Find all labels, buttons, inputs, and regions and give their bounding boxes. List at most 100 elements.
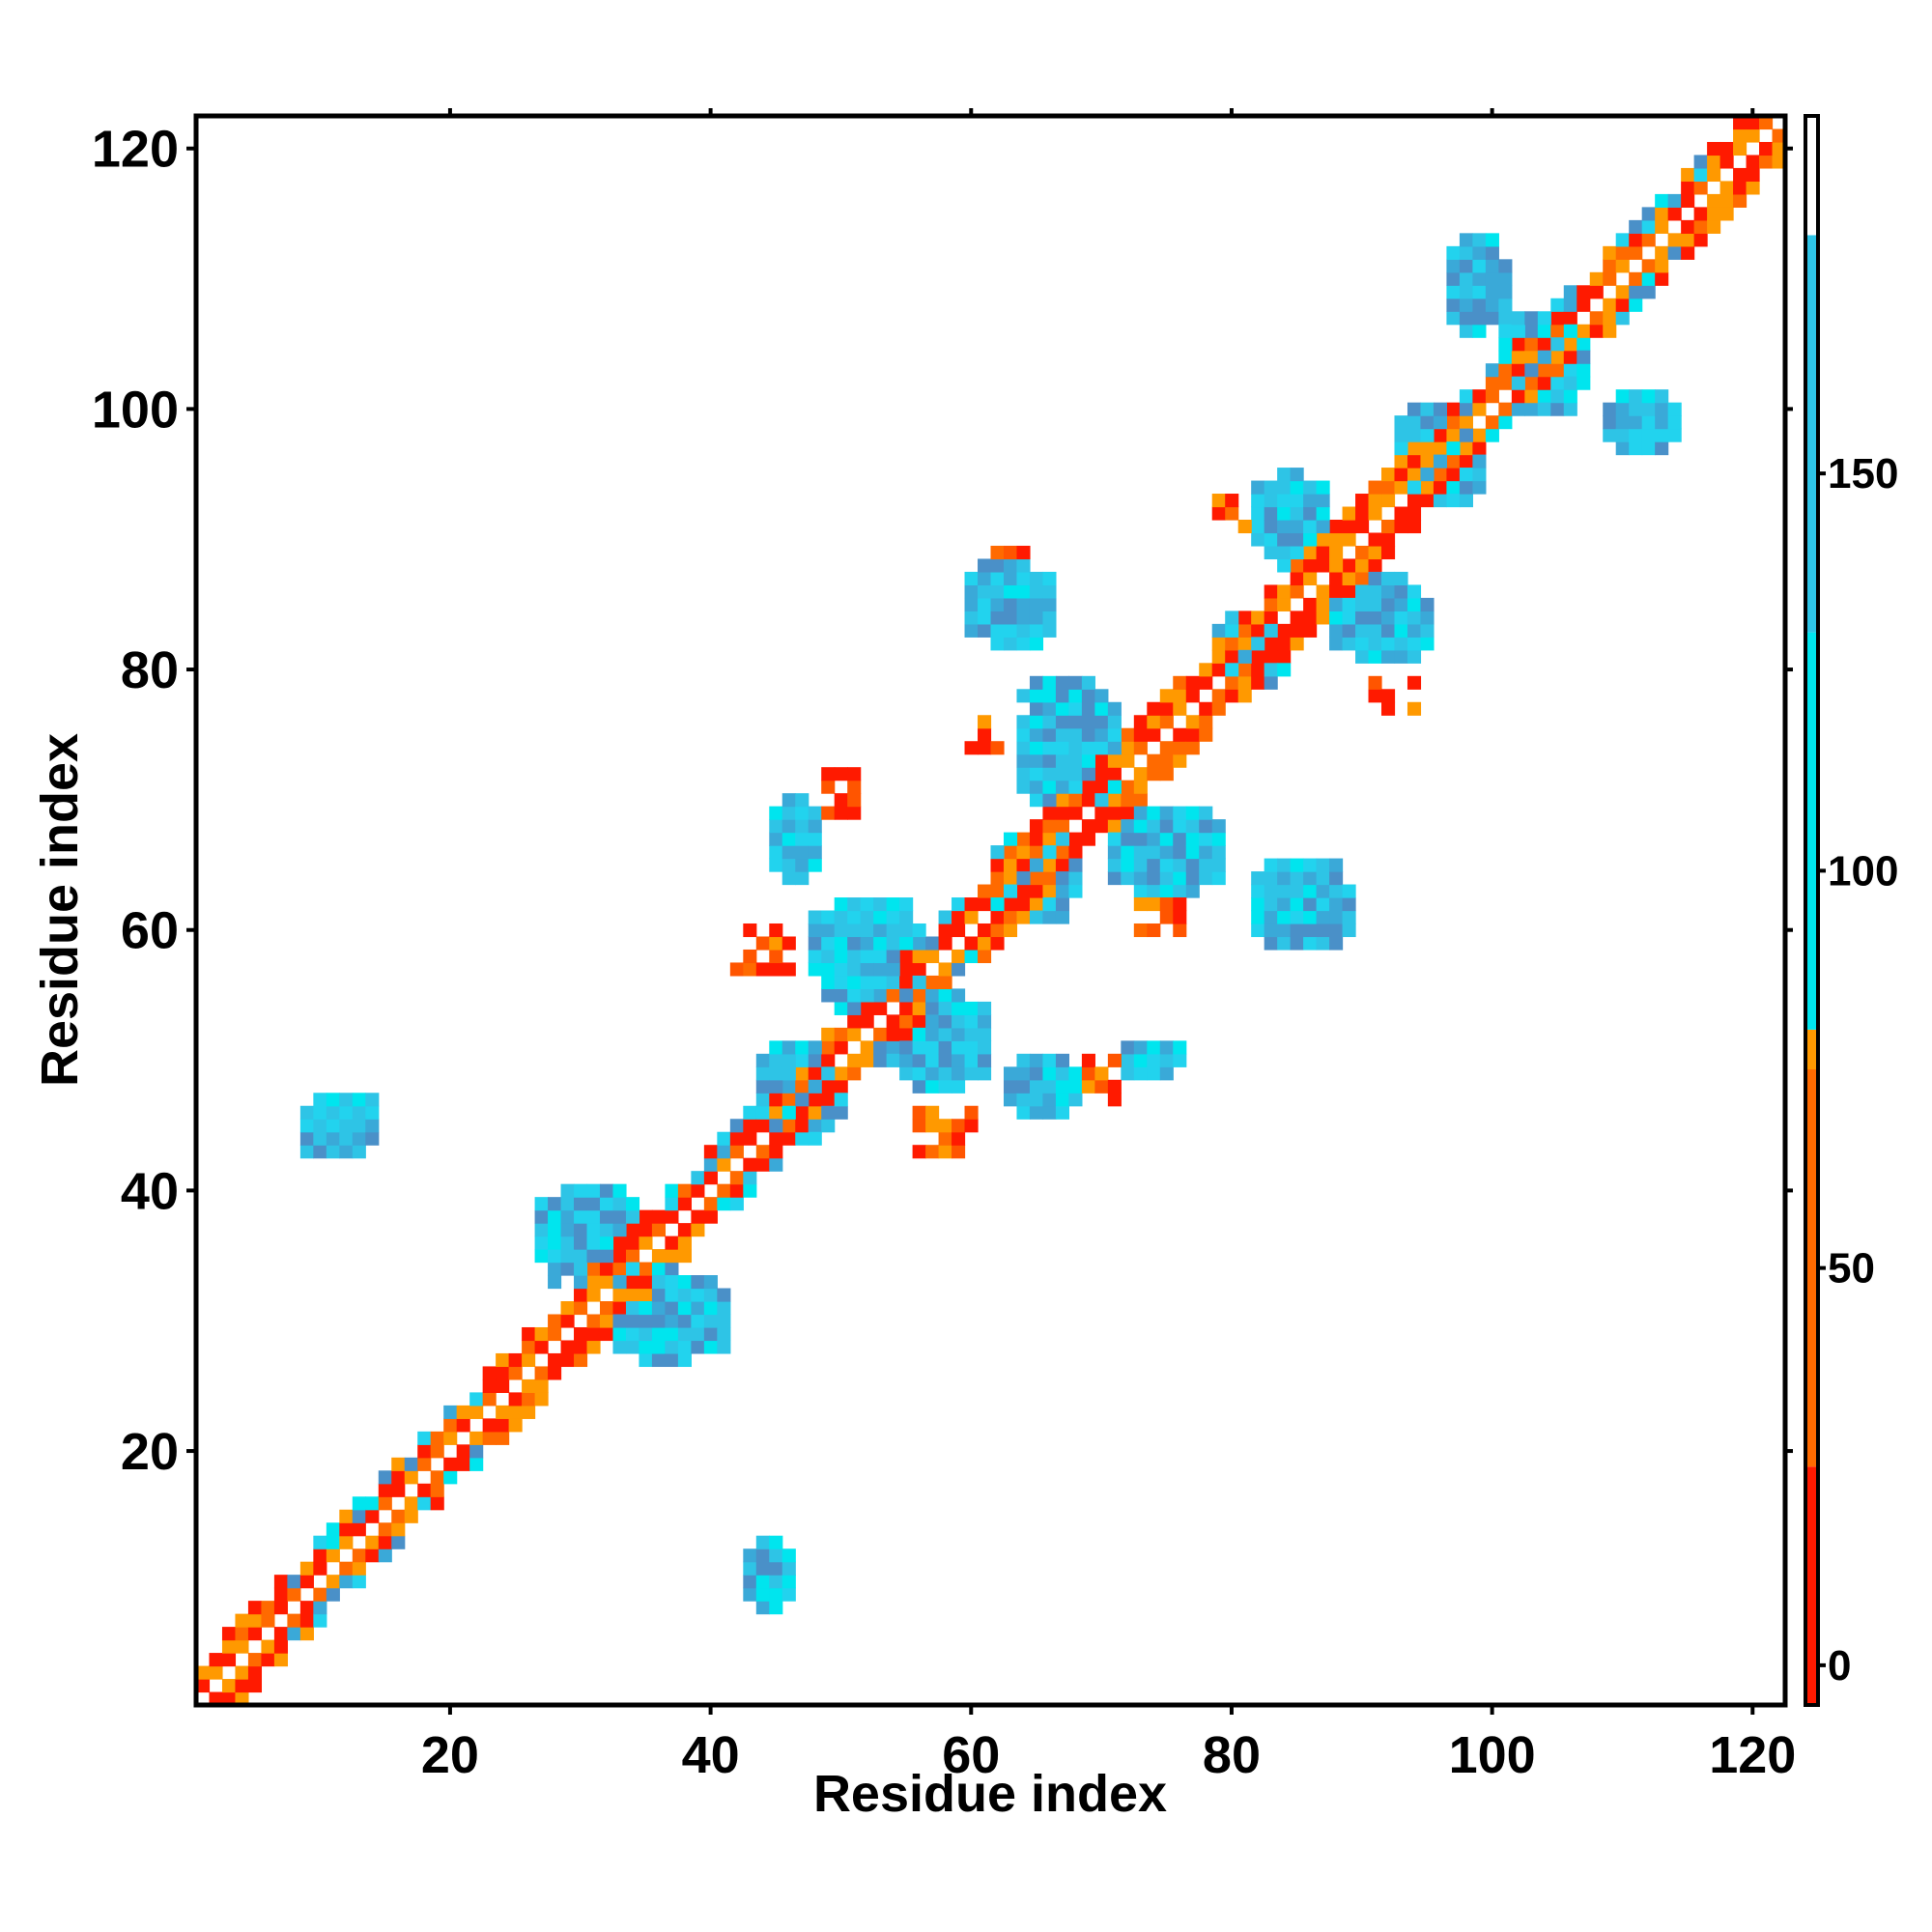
heatmap-cell — [781, 1066, 796, 1081]
heatmap-cell — [522, 1392, 536, 1406]
heatmap-cell — [873, 1040, 888, 1055]
heatmap-cell — [703, 1209, 718, 1224]
heatmap-cell — [769, 1093, 783, 1107]
heatmap-cell — [691, 1223, 705, 1237]
heatmap-cell — [1329, 637, 1344, 651]
heatmap-cell — [508, 1405, 523, 1419]
heatmap-cell — [1406, 623, 1422, 638]
heatmap-cell — [560, 1209, 575, 1224]
heatmap-cell — [964, 1105, 979, 1120]
heatmap-cell — [1003, 545, 1018, 560]
heatmap-cell — [1589, 311, 1604, 326]
heatmap-cell — [1641, 285, 1656, 299]
heatmap-cell — [625, 1288, 640, 1302]
heatmap-cell — [781, 793, 796, 808]
heatmap-cell — [1068, 806, 1083, 820]
heatmap-cell — [586, 1314, 601, 1328]
heatmap-cell — [743, 962, 757, 977]
heatmap-cell — [1472, 271, 1487, 286]
heatmap-cell — [1406, 611, 1422, 625]
heatmap-cell — [560, 1183, 575, 1198]
heatmap-cell — [196, 1665, 211, 1680]
heatmap-cell — [586, 1236, 601, 1250]
heatmap-cell — [1107, 753, 1122, 768]
heatmap-cell — [299, 1575, 314, 1589]
heatmap-cell — [1406, 468, 1422, 482]
heatmap-cell — [703, 1275, 718, 1290]
heatmap-cell — [1277, 506, 1292, 521]
heatmap-cell — [1016, 897, 1031, 912]
heatmap-cell — [1342, 910, 1356, 924]
heatmap-cell — [703, 1314, 718, 1328]
heatmap-cell — [978, 727, 992, 742]
heatmap-cell — [821, 1105, 836, 1120]
heatmap-cell — [339, 1131, 354, 1146]
heatmap-cell — [691, 1209, 705, 1224]
heatmap-cell — [781, 962, 796, 977]
heatmap-cell — [1055, 701, 1069, 716]
heatmap-cell — [1016, 558, 1031, 573]
heatmap-cell — [1211, 871, 1226, 886]
heatmap-cell — [1603, 324, 1617, 338]
heatmap-cell — [1277, 936, 1292, 951]
heatmap-cell — [1185, 819, 1200, 834]
heatmap-cell — [1446, 454, 1461, 469]
heatmap-cell — [1211, 832, 1226, 846]
heatmap-cell — [1641, 219, 1656, 234]
heatmap-cell — [1681, 193, 1695, 208]
heatmap-cell — [938, 1014, 952, 1029]
heatmap-cell — [1237, 675, 1252, 690]
heatmap-cell — [665, 1197, 679, 1211]
heatmap-cell — [469, 1457, 484, 1471]
heatmap-cell — [873, 910, 888, 924]
heatmap-cell — [990, 558, 1005, 573]
heatmap-cell — [769, 962, 783, 977]
heatmap-cell — [978, 1027, 992, 1041]
heatmap-cell — [1446, 428, 1461, 442]
heatmap-cell — [1147, 923, 1161, 938]
heatmap-cell — [729, 1131, 744, 1146]
heatmap-cell — [1589, 285, 1604, 299]
heatmap-cell — [1406, 454, 1422, 469]
heatmap-cell — [1485, 376, 1499, 390]
heatmap-cell — [534, 1249, 549, 1264]
heatmap-cell — [651, 1275, 667, 1290]
heatmap-cell — [1290, 558, 1304, 573]
heatmap-cell — [1446, 480, 1461, 495]
heatmap-cell — [1472, 285, 1487, 299]
heatmap-cell — [1029, 597, 1044, 611]
heatmap-cell — [1003, 623, 1018, 638]
heatmap-cell — [1264, 597, 1278, 611]
heatmap-cell — [1446, 468, 1461, 482]
heatmap-cell — [1029, 793, 1044, 808]
heatmap-cell — [781, 832, 796, 846]
heatmap-cell — [1290, 519, 1304, 534]
heatmap-cell — [1016, 858, 1031, 872]
heatmap-cell — [1107, 741, 1122, 755]
heatmap-cell — [769, 1561, 783, 1576]
heatmap-cell — [612, 1209, 627, 1224]
heatmap-cell — [1107, 845, 1122, 860]
heatmap-cell — [1667, 415, 1682, 430]
heatmap-cell — [755, 962, 770, 977]
heatmap-cell — [1707, 141, 1721, 156]
heatmap-cell — [443, 1457, 458, 1471]
heatmap-cell — [1159, 1066, 1174, 1081]
heatmap-cell — [1055, 753, 1069, 768]
heatmap-cell — [1368, 623, 1382, 638]
heatmap-cell — [925, 1027, 940, 1041]
heatmap-cell — [1563, 376, 1577, 390]
heatmap-cell — [847, 1066, 862, 1081]
colorbar-bin — [1805, 1466, 1818, 1705]
heatmap-cell — [1368, 506, 1382, 521]
heatmap-cell — [781, 1119, 796, 1133]
heatmap-cell — [1641, 207, 1656, 221]
heatmap-cell — [1185, 689, 1200, 703]
heatmap-cell — [1707, 207, 1721, 221]
heatmap-cell — [1251, 649, 1265, 664]
heatmap-cell — [469, 1431, 484, 1445]
heatmap-cell — [456, 1457, 470, 1471]
heatmap-cell — [352, 1496, 366, 1511]
heatmap-cell — [1277, 584, 1292, 599]
